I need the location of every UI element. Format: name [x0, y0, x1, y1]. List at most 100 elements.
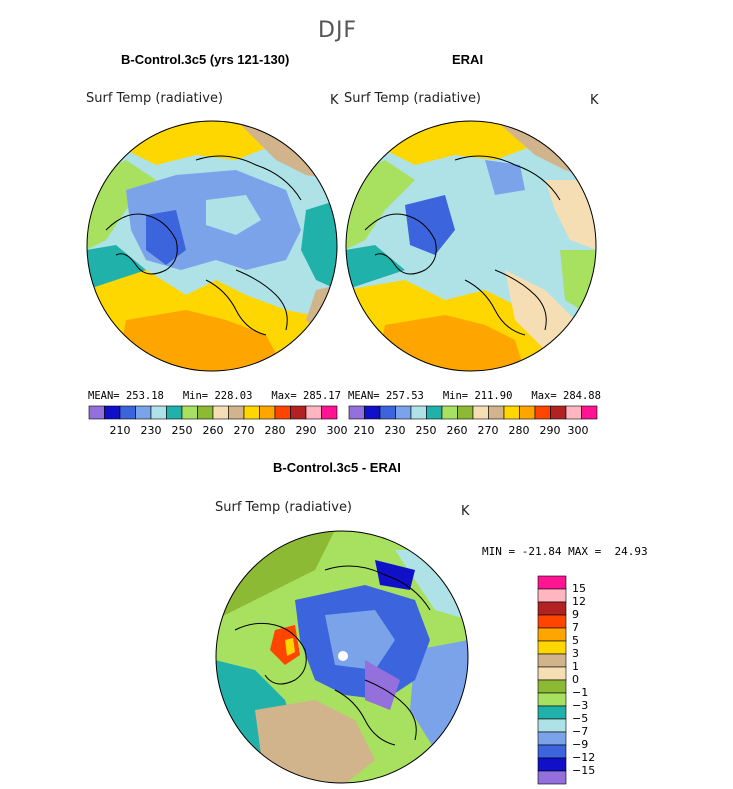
colorbar-swatch — [488, 405, 505, 420]
colorbar-swatch — [426, 405, 443, 420]
diff-tick: −12 — [572, 751, 596, 764]
diff-tick: −5 — [572, 712, 589, 725]
diff-tick: 5 — [572, 634, 579, 647]
colorbar-swatch — [305, 405, 322, 420]
colorbar-swatch — [243, 405, 260, 420]
diff-colorbar-swatch — [537, 679, 567, 694]
colorbar-swatch — [259, 405, 276, 420]
colorbar-swatch — [181, 405, 198, 420]
figure-season-title: DJF — [318, 18, 358, 43]
panel-1-colorbar-swatches — [88, 405, 338, 420]
panel-2-colorbar-swatches — [348, 405, 598, 420]
colorbar-swatch — [550, 405, 567, 420]
panel-1-min-value: 228.03 — [214, 390, 253, 402]
panel-2-min-value: 211.90 — [474, 390, 513, 402]
colorbar-swatch — [457, 405, 474, 420]
panel-2-units-label: K — [590, 93, 599, 108]
panel-2-colorbar-ticks: 210 230 250 260 270 280 290 300 — [349, 424, 597, 438]
colorbar-swatch — [166, 405, 183, 420]
panel-2-stats: MEAN= 257.53 Min= 211.90 Max= 284.88 — [348, 390, 601, 402]
diff-colorbar-swatch — [537, 601, 567, 616]
diff-tick: 1 — [572, 660, 579, 673]
panel-2-tick: 230 — [384, 424, 406, 437]
panel-1-mean-value: 253.18 — [125, 390, 164, 402]
diff-colorbar-swatch — [537, 692, 567, 707]
diff-colorbar-ticks: 15 12 9 7 5 3 1 0 −1 −3 −5 −7 −9 −12 −15 — [572, 576, 612, 784]
panel-2-title: ERAI — [452, 52, 484, 67]
panel-2-tick: 270 — [477, 424, 499, 437]
colorbar-swatch — [379, 405, 396, 420]
diff-tick: −7 — [572, 725, 589, 738]
diff-panel-polar-map — [215, 530, 469, 784]
panel-2-tick: 250 — [415, 424, 437, 437]
panel-2-mean-value: 257.53 — [385, 390, 424, 402]
colorbar-swatch — [534, 405, 551, 420]
diff-colorbar-swatch — [537, 588, 567, 603]
diff-colorbar-swatch — [537, 640, 567, 655]
panel-2-tick: 300 — [567, 424, 589, 437]
diff-colorbar-swatches — [537, 575, 567, 785]
diff-tick: −1 — [572, 686, 589, 699]
colorbar-swatch — [212, 405, 229, 420]
diff-max-label: MAX = — [568, 545, 602, 558]
colorbar-swatch — [135, 405, 152, 420]
panel-2-max-label: Max= — [531, 390, 557, 402]
panel-1-variable-label: Surf Temp (radiative) — [86, 91, 224, 106]
colorbar-swatch — [104, 405, 121, 420]
colorbar-swatch — [565, 405, 582, 420]
diff-panel-range-text: MIN = -21.84 MAX = 24.93 — [482, 545, 648, 558]
diff-colorbar-swatch — [537, 575, 567, 590]
panel-1-tick: 290 — [295, 424, 317, 437]
diff-panel-title: B-Control.3c5 - ERAI — [273, 460, 401, 475]
colorbar-swatch — [88, 405, 105, 420]
panel-1-tick: 280 — [264, 424, 286, 437]
diff-tick: 15 — [572, 582, 586, 595]
colorbar-swatch — [581, 405, 598, 420]
diff-panel-variable-label: Surf Temp (radiative) — [215, 500, 353, 515]
colorbar-swatch — [150, 405, 167, 420]
diff-tick: 3 — [572, 647, 579, 660]
diff-tick: 9 — [572, 608, 579, 621]
diff-colorbar-swatch — [537, 757, 567, 772]
panel-2-variable-label: Surf Temp (radiative) — [344, 91, 482, 106]
diff-colorbar — [537, 575, 567, 785]
colorbar-swatch — [197, 405, 214, 420]
panel-2-tick: 260 — [446, 424, 468, 437]
diff-panel-units-label: K — [461, 504, 470, 519]
panel-1-tick: 260 — [202, 424, 224, 437]
panel-2-polar-map — [345, 120, 597, 372]
diff-colorbar-swatch — [537, 744, 567, 759]
panel-1-units-label: K — [330, 93, 339, 108]
colorbar-swatch — [410, 405, 427, 420]
panel-2-tick: 210 — [353, 424, 375, 437]
diff-tick: 0 — [572, 673, 579, 686]
diff-colorbar-swatch — [537, 666, 567, 681]
diff-min-value: -21.84 — [521, 545, 562, 558]
diff-tick: −3 — [572, 699, 589, 712]
colorbar-swatch — [321, 405, 338, 420]
panel-1-tick: 300 — [326, 424, 348, 437]
diff-colorbar-swatch — [537, 770, 567, 785]
colorbar-swatch — [348, 405, 365, 420]
panel-1-title: B-Control.3c5 (yrs 121-130) — [121, 52, 290, 67]
colorbar-swatch — [503, 405, 520, 420]
panel-1-min-label: Min= — [182, 390, 209, 402]
panel-1-tick: 210 — [109, 424, 131, 437]
diff-colorbar-swatch — [537, 614, 567, 629]
diff-tick: 12 — [572, 595, 586, 608]
colorbar-swatch — [364, 405, 381, 420]
diff-colorbar-swatch — [537, 731, 567, 746]
diff-colorbar-swatch — [537, 718, 567, 733]
panel-2-min-label: Min= — [442, 390, 469, 402]
diff-colorbar-swatch — [537, 653, 567, 668]
panel-1-stats: MEAN= 253.18 Min= 228.03 Max= 285.17 — [88, 390, 341, 402]
colorbar-swatch — [395, 405, 412, 420]
panel-2-colorbar — [348, 405, 598, 420]
colorbar-swatch — [119, 405, 136, 420]
colorbar-swatch — [274, 405, 291, 420]
colorbar-swatch — [441, 405, 458, 420]
colorbar-swatch — [472, 405, 489, 420]
diff-tick: −15 — [572, 764, 596, 777]
panel-1-tick: 230 — [140, 424, 162, 437]
diff-tick: 7 — [572, 621, 579, 634]
